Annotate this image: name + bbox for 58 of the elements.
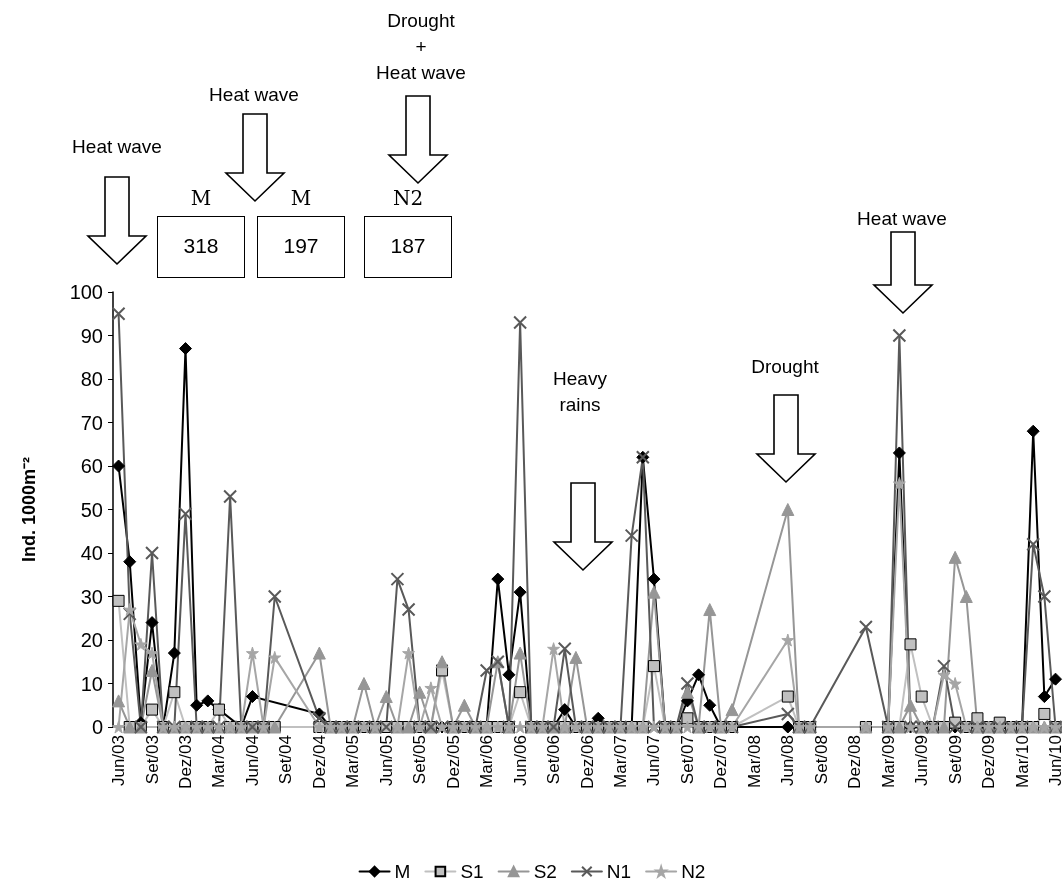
x-tick-label: Jun/03 [109, 735, 129, 787]
x-tick-label: Set/03 [142, 735, 162, 785]
text: M [289, 186, 313, 210]
x-tick-label: Jun/08 [778, 735, 798, 787]
x-tick-label: Dez/06 [577, 735, 597, 789]
y-tick-label: 100 [69, 281, 103, 303]
x-tick-label: Dez/08 [845, 735, 865, 789]
x-tick-label: Dez/03 [176, 735, 195, 789]
x-tick-label: Mar/08 [744, 735, 764, 788]
text: Heat wave [856, 207, 948, 231]
y-tick-label: 70 [80, 411, 103, 434]
annotation: Drought [750, 355, 820, 379]
legend-label: N1 [606, 861, 632, 882]
x-tick-label: Jun/05 [376, 735, 396, 787]
y-tick-label: 60 [80, 455, 103, 477]
text: 187 [364, 216, 452, 278]
y-tick-label: 90 [80, 324, 103, 347]
x-tick-label: Set/07 [677, 735, 697, 785]
legend-label: N2 [681, 861, 706, 882]
x-tick-label: Jun/10 [1046, 735, 1064, 787]
x-tick-label: Dez/09 [979, 735, 999, 789]
x-tick-label: Mar/04 [209, 735, 229, 788]
y-tick-label: 20 [80, 629, 103, 651]
text: 197 [257, 216, 345, 278]
text: N2 [391, 186, 425, 210]
legend-label: M [394, 861, 411, 882]
x-tick-label: Mar/09 [878, 735, 898, 788]
x-tick-label: Set/09 [945, 735, 965, 785]
x-tick-label: Set/06 [544, 735, 564, 785]
annotation: Heavy rains [552, 367, 608, 417]
x-tick-label: Jun/04 [242, 735, 262, 787]
text: 318 [157, 216, 245, 278]
x-tick-label: Dez/04 [309, 735, 329, 789]
x-tick-label: Dez/05 [443, 735, 463, 789]
text: M [189, 186, 213, 210]
y-tick-label: 10 [80, 672, 103, 695]
x-tick-label: Set/04 [276, 735, 296, 785]
x-tick-label: Mar/07 [611, 735, 631, 788]
x-tick-label: Jun/07 [644, 735, 664, 787]
x-tick-label: Mar/10 [1012, 735, 1032, 788]
legend-label: S1 [460, 861, 484, 882]
x-tick-label: Jun/06 [510, 735, 530, 787]
y-tick-label: 80 [80, 368, 103, 390]
x-tick-label: Mar/06 [477, 735, 497, 788]
legend-label: S2 [533, 861, 557, 882]
y-tick-label: 30 [80, 585, 103, 608]
x-tick-label: Set/05 [410, 735, 430, 785]
x-tick-label: Jun/09 [912, 735, 932, 787]
x-tick-label: Set/08 [811, 735, 831, 785]
text: Heat wave [208, 83, 300, 107]
text: Heat wave [71, 135, 163, 159]
x-tick-label: Dez/07 [711, 735, 731, 789]
y-tick-label: 0 [91, 716, 103, 738]
y-tick-label: 40 [80, 542, 103, 564]
y-tick-label: 50 [80, 498, 103, 521]
text: Drought + Heat wave [375, 9, 467, 85]
x-tick-label: Mar/05 [343, 735, 363, 788]
y-axis-title: Ind. 1000m⁻² [19, 456, 39, 563]
